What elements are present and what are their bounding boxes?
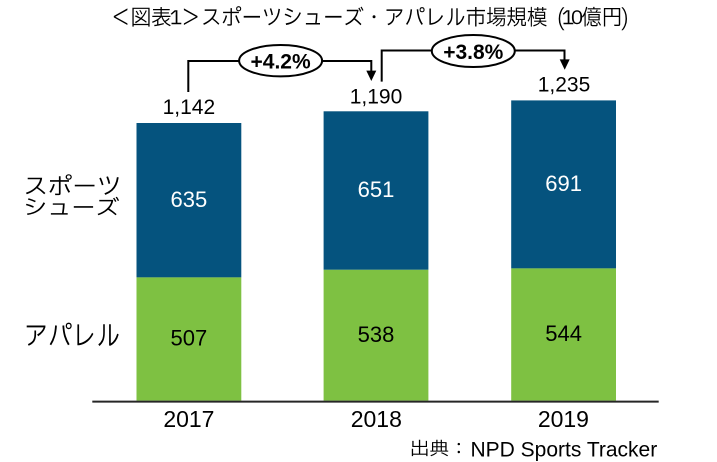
svg-text:635: 635 <box>171 187 208 212</box>
svg-text:507: 507 <box>171 326 208 351</box>
svg-text:544: 544 <box>545 321 582 346</box>
svg-text:651: 651 <box>358 177 395 202</box>
svg-text:691: 691 <box>545 171 582 196</box>
svg-text:+3.8%: +3.8% <box>443 41 503 64</box>
svg-text:538: 538 <box>358 322 395 347</box>
svg-text:1,235: 1,235 <box>538 73 591 96</box>
svg-text:2019: 2019 <box>538 406 589 432</box>
svg-text:2017: 2017 <box>163 406 214 432</box>
svg-text:NPD Sports Tracker: NPD Sports Tracker <box>471 439 658 462</box>
svg-text:2018: 2018 <box>351 406 402 432</box>
svg-text:+4.2%: +4.2% <box>251 51 311 74</box>
svg-text:1,190: 1,190 <box>350 86 403 109</box>
svg-text:1,142: 1,142 <box>163 96 216 119</box>
